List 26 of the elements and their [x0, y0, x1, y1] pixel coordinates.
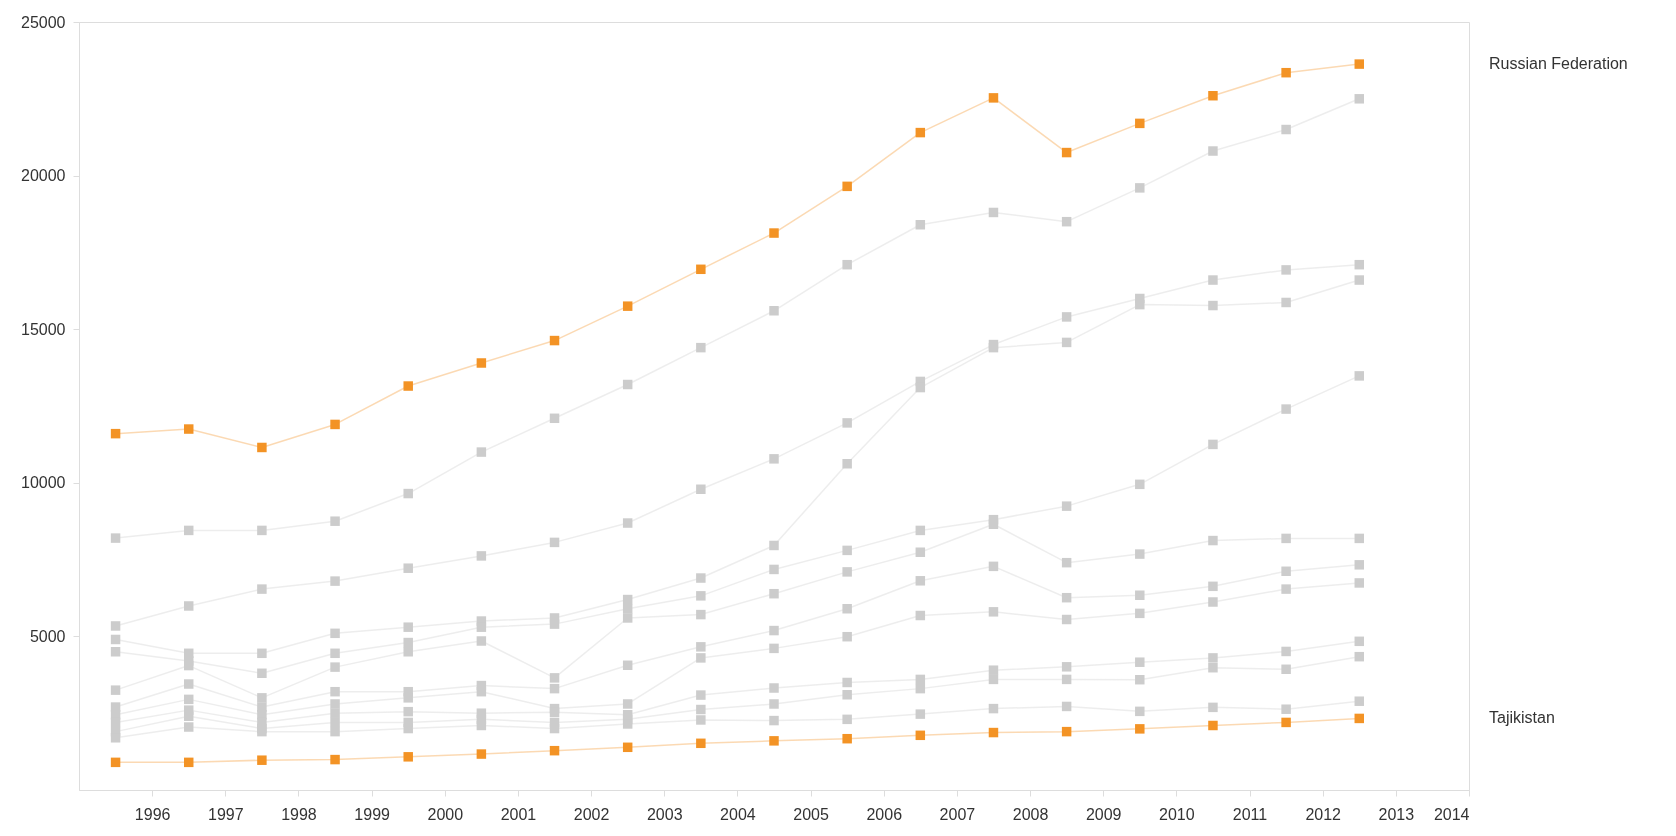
text: Tajikistan [1489, 709, 1555, 727]
x-tick-label: 2014 [1433, 805, 1470, 823]
x-tick-label: 1997 [208, 805, 244, 823]
x-tick-label: 2001 [500, 805, 537, 823]
y-tick-label: 10000 [21, 474, 66, 492]
x-tick-label: 2006 [866, 805, 903, 823]
x-tick-label: 1996 [134, 805, 171, 823]
x-tick-label: 2000 [427, 805, 464, 823]
y-tick-label: 25000 [21, 13, 66, 31]
x-tick-label: 2011 [1232, 805, 1268, 823]
y-tick-label: 15000 [21, 320, 66, 338]
x-tick-label: 1999 [354, 805, 391, 823]
x-tick-label: 2007 [939, 805, 976, 823]
text: Russian Federation [1489, 55, 1628, 73]
x-tick-label: 2005 [793, 805, 829, 823]
x-tick-label: 2002 [573, 805, 610, 823]
x-tick-label: 2009 [1085, 805, 1122, 823]
x-tick-label: 2012 [1305, 805, 1342, 823]
x-tick-label: 2004 [720, 805, 756, 823]
x-tick-label: 2003 [646, 805, 683, 823]
x-tick-label: 2008 [1012, 805, 1049, 823]
x-tick-label: 2013 [1378, 805, 1415, 823]
y-tick-label: 20000 [21, 167, 66, 185]
x-tick-label: 1998 [281, 805, 317, 823]
x-tick-label: 2010 [1159, 805, 1195, 823]
y-tick-label: 5000 [29, 627, 66, 645]
